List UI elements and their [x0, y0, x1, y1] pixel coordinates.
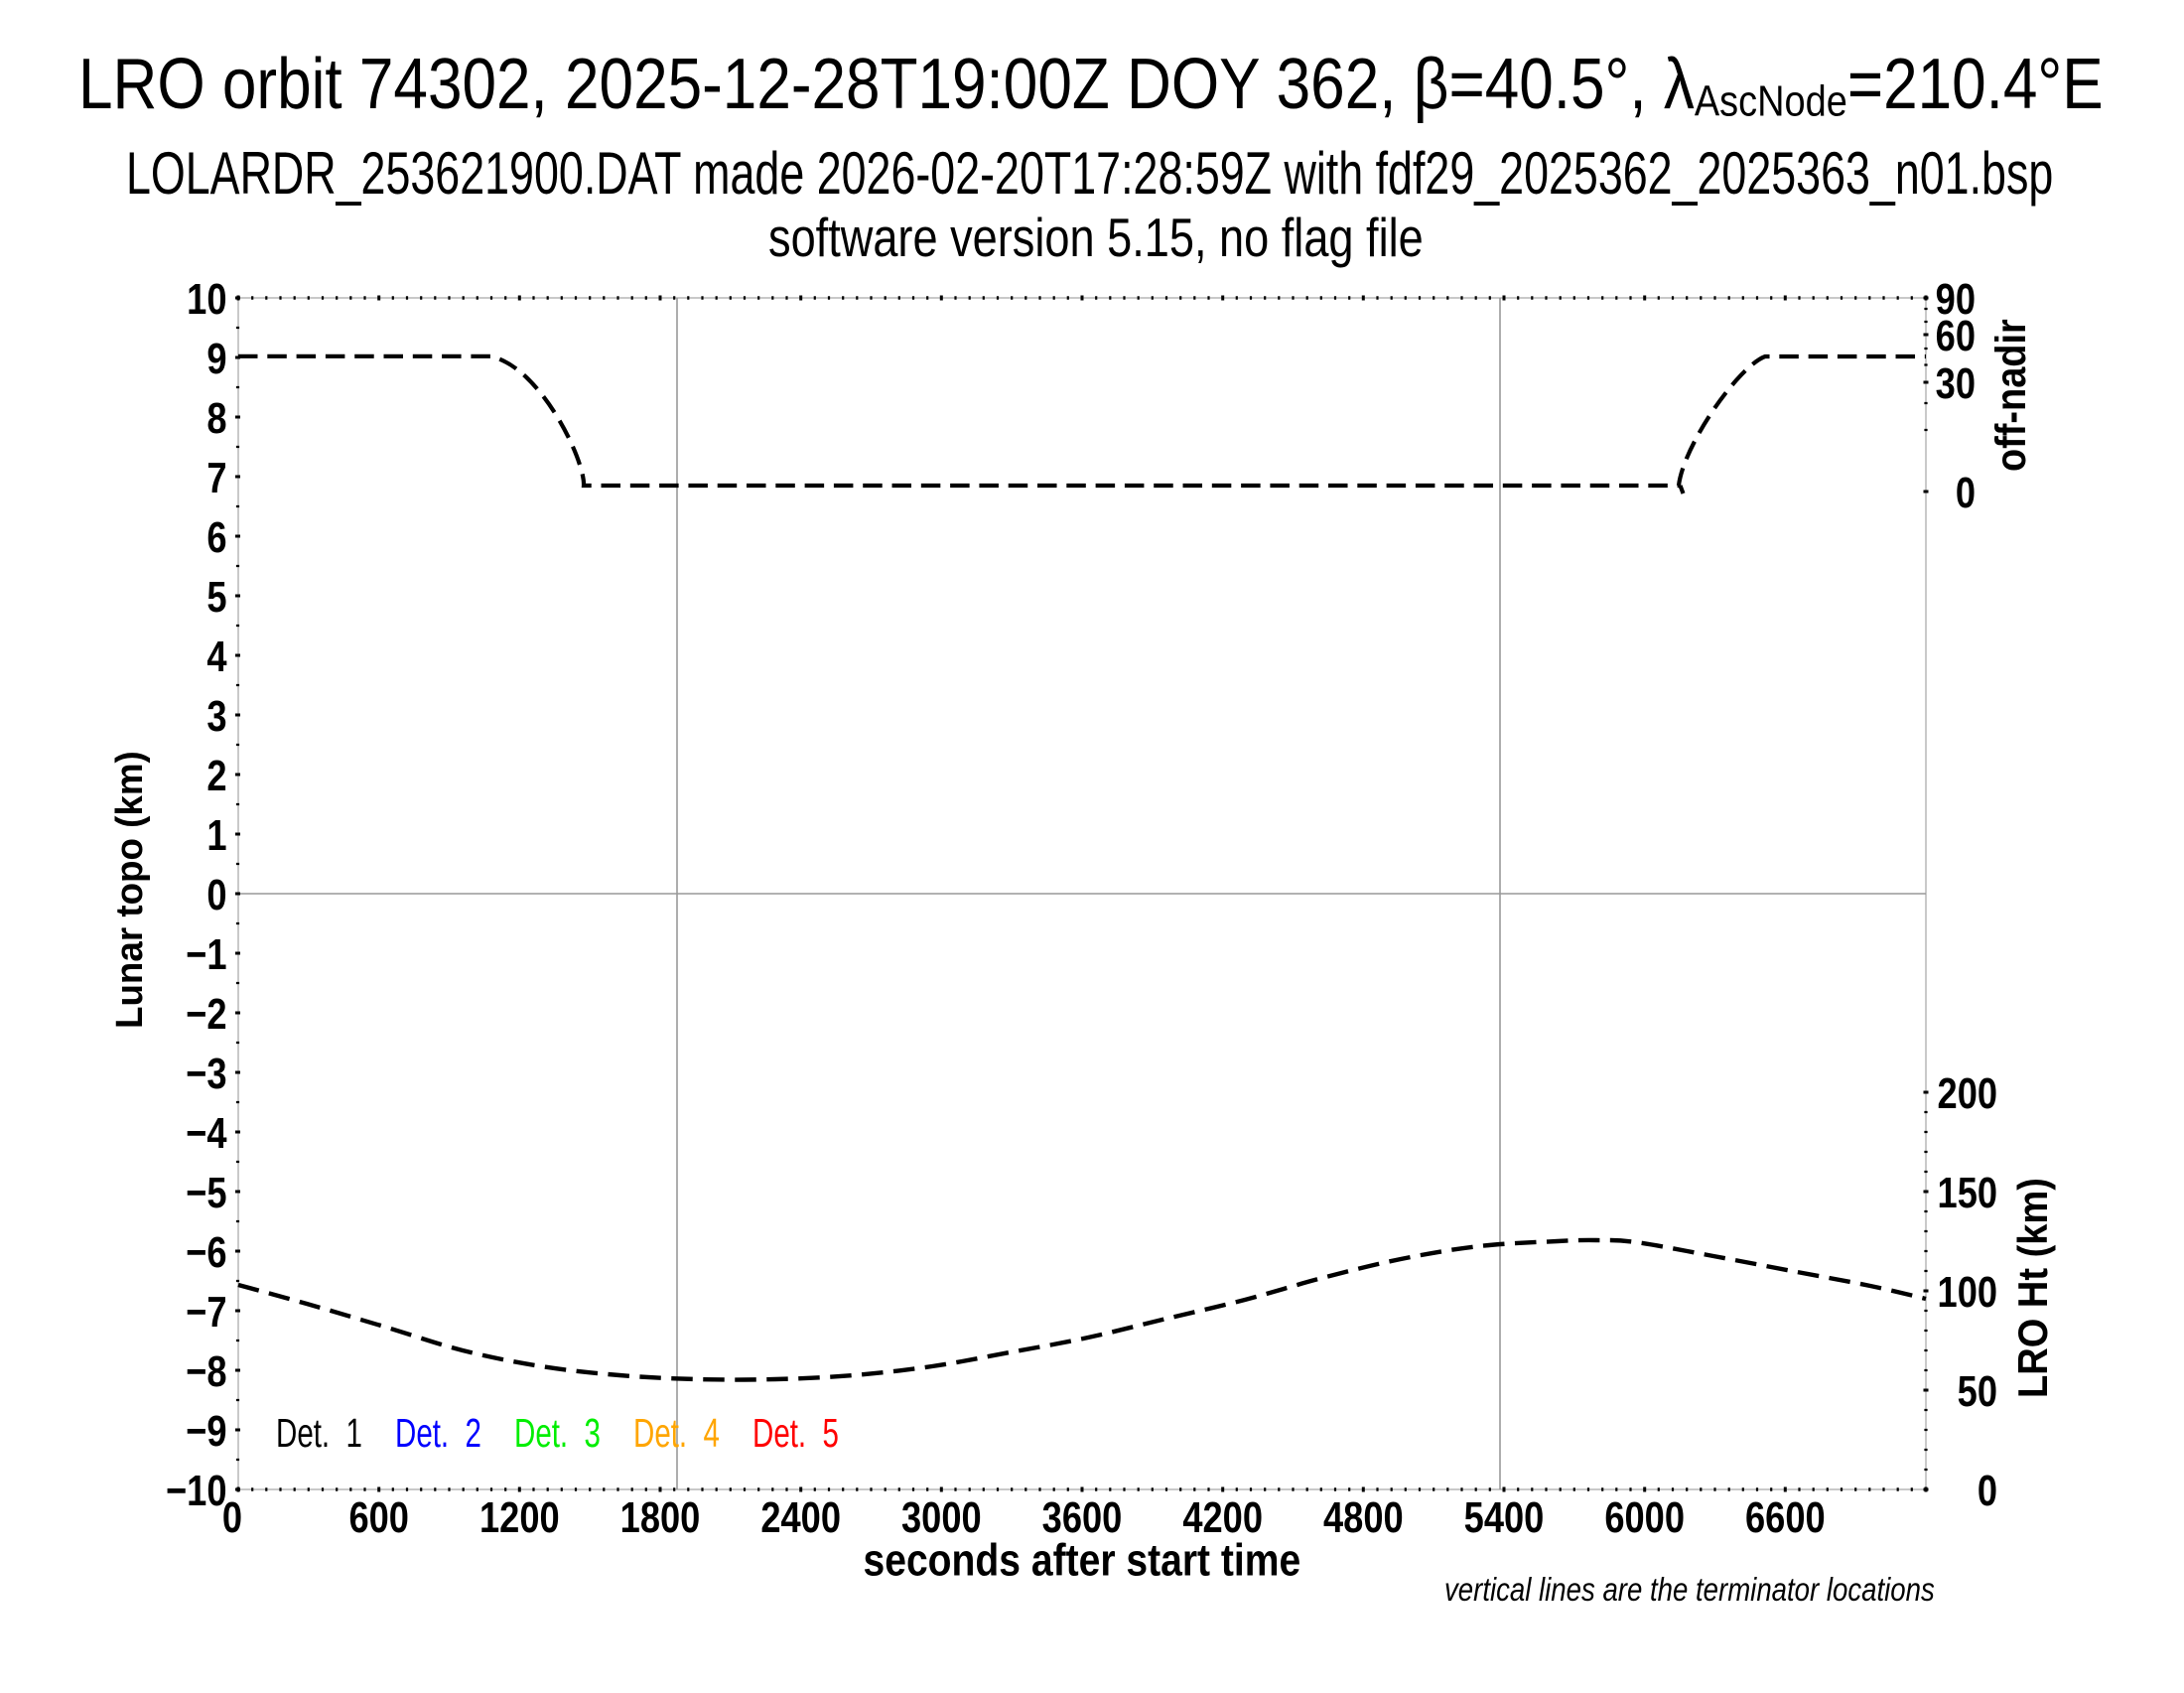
svg-text:9: 9 [206, 335, 226, 383]
svg-text:3000: 3000 [901, 1493, 982, 1542]
svg-text:4: 4 [206, 633, 227, 681]
svg-text:4800: 4800 [1323, 1493, 1404, 1542]
svg-text:Det. 4: Det. 4 [633, 1410, 720, 1456]
svg-text:1: 1 [206, 811, 226, 860]
svg-text:2: 2 [206, 752, 226, 800]
svg-text:−1: −1 [186, 930, 226, 979]
svg-text:3600: 3600 [1042, 1493, 1123, 1542]
svg-text:off-nadir: off-nadir [1986, 319, 2035, 472]
svg-text:100: 100 [1938, 1268, 1997, 1317]
svg-text:5400: 5400 [1464, 1493, 1545, 1542]
svg-text:8: 8 [206, 394, 226, 443]
svg-text:0: 0 [1956, 469, 1976, 517]
svg-text:0: 0 [206, 871, 226, 919]
svg-text:−6: −6 [186, 1228, 226, 1277]
svg-text:Det. 3: Det. 3 [514, 1410, 601, 1456]
svg-text:200: 200 [1938, 1069, 1997, 1118]
svg-text:4200: 4200 [1182, 1493, 1263, 1542]
svg-text:−2: −2 [186, 990, 226, 1039]
svg-text:−5: −5 [186, 1169, 226, 1217]
svg-text:10: 10 [187, 275, 226, 324]
svg-text:90: 90 [1936, 275, 1976, 324]
svg-text:50: 50 [1958, 1367, 1997, 1416]
svg-text:−4: −4 [186, 1109, 227, 1158]
svg-text:600: 600 [348, 1493, 408, 1542]
svg-text:−9: −9 [186, 1407, 226, 1456]
svg-text:−8: −8 [186, 1347, 226, 1396]
svg-text:LRO Ht (km): LRO Ht (km) [2010, 1178, 2056, 1398]
svg-text:−7: −7 [186, 1288, 226, 1337]
svg-text:−3: −3 [186, 1050, 226, 1098]
svg-text:seconds after start time: seconds after start time [864, 1535, 1301, 1585]
svg-text:software version 5.15, no flag: software version 5.15, no flag file [768, 207, 1424, 268]
svg-text:150: 150 [1938, 1169, 1997, 1217]
svg-text:2400: 2400 [760, 1493, 841, 1542]
svg-text:1200: 1200 [479, 1493, 560, 1542]
svg-text:6600: 6600 [1745, 1493, 1826, 1542]
svg-text:7: 7 [206, 454, 226, 502]
svg-text:vertical lines are the termina: vertical lines are the terminator locati… [1444, 1572, 1935, 1609]
svg-text:−10: −10 [166, 1467, 226, 1515]
svg-text:6000: 6000 [1604, 1493, 1685, 1542]
svg-text:60: 60 [1936, 312, 1976, 360]
svg-text:30: 30 [1936, 359, 1976, 408]
svg-text:Det. 1: Det. 1 [276, 1410, 362, 1456]
svg-text:1800: 1800 [620, 1493, 701, 1542]
svg-text:Det. 2: Det. 2 [395, 1410, 481, 1456]
svg-text:Det. 5: Det. 5 [752, 1410, 839, 1456]
svg-text:0: 0 [222, 1493, 242, 1542]
svg-text:LOLARDR_253621900.DAT made 202: LOLARDR_253621900.DAT made 2026-02-20T17… [126, 141, 2053, 208]
svg-text:6: 6 [206, 513, 226, 562]
svg-text:3: 3 [206, 692, 226, 741]
svg-text:5: 5 [206, 573, 226, 622]
svg-text:Lunar topo (km): Lunar topo (km) [107, 751, 150, 1029]
svg-text:0: 0 [1978, 1467, 1997, 1515]
